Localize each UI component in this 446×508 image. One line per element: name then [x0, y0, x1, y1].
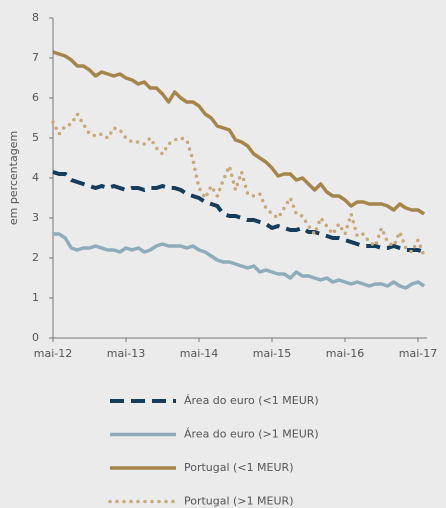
- x-tick-label: mai-17: [399, 347, 437, 360]
- series-line: [51, 112, 426, 258]
- x-tick-label: mai-12: [34, 347, 72, 360]
- y-tick-label: 0: [32, 331, 39, 344]
- y-tick-label: 7: [32, 51, 39, 64]
- legend-label: Portugal (>1 MEUR): [184, 495, 293, 508]
- y-tick-label: 2: [32, 251, 39, 264]
- y-tick-label: 6: [32, 91, 39, 104]
- series-line: [52, 170, 425, 254]
- y-tick-label: 5: [32, 131, 39, 144]
- y-tick-label: 3: [32, 211, 39, 224]
- y-tick-label: 8: [32, 11, 39, 24]
- y-axis-label: em percentagem: [7, 131, 20, 225]
- legend-label: Portugal (<1 MEUR): [184, 461, 293, 474]
- legend-label: Área do euro (<1 MEUR): [184, 394, 319, 407]
- x-tick-label: mai-15: [253, 347, 291, 360]
- series-line: [53, 232, 426, 290]
- legend-label: Área do euro (>1 MEUR): [184, 428, 319, 441]
- y-tick-label: 4: [32, 171, 39, 184]
- y-tick-label: 1: [32, 291, 39, 304]
- series-line: [52, 50, 426, 216]
- x-tick-label: mai-16: [326, 347, 364, 360]
- x-tick-label: mai-14: [180, 347, 218, 360]
- x-tick-label: mai-13: [107, 347, 145, 360]
